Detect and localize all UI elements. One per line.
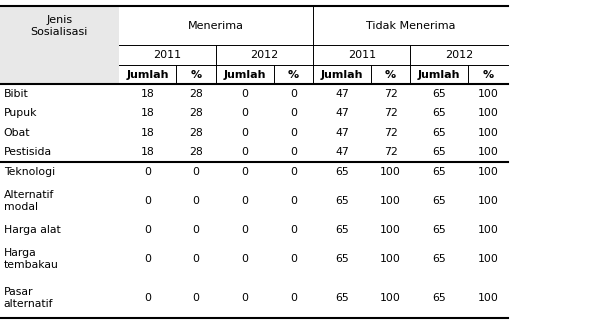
Text: Pupuk: Pupuk bbox=[4, 109, 37, 118]
Text: 100: 100 bbox=[380, 196, 401, 206]
Text: 0: 0 bbox=[241, 167, 248, 177]
Text: 0: 0 bbox=[290, 293, 297, 303]
Text: 28: 28 bbox=[189, 147, 203, 157]
Text: 47: 47 bbox=[335, 89, 349, 99]
Text: 65: 65 bbox=[432, 109, 446, 118]
Text: 0: 0 bbox=[290, 89, 297, 99]
Text: 100: 100 bbox=[477, 196, 499, 206]
Text: 65: 65 bbox=[432, 89, 446, 99]
Text: 0: 0 bbox=[193, 293, 199, 303]
Text: 0: 0 bbox=[144, 293, 151, 303]
Text: %: % bbox=[190, 70, 202, 79]
Text: 2012: 2012 bbox=[445, 50, 473, 60]
Text: Obat: Obat bbox=[4, 128, 30, 138]
Text: 100: 100 bbox=[380, 167, 401, 177]
Text: 100: 100 bbox=[477, 225, 499, 235]
Text: 2011: 2011 bbox=[153, 50, 181, 60]
Text: 0: 0 bbox=[144, 225, 151, 235]
Text: 28: 28 bbox=[189, 128, 203, 138]
Text: 47: 47 bbox=[335, 128, 349, 138]
Text: 100: 100 bbox=[477, 89, 499, 99]
Text: 0: 0 bbox=[290, 196, 297, 206]
Text: 65: 65 bbox=[335, 293, 349, 303]
Text: 72: 72 bbox=[384, 147, 398, 157]
Text: Jumlah: Jumlah bbox=[418, 70, 460, 79]
Text: Pasar
alternatif: Pasar alternatif bbox=[4, 287, 53, 309]
Text: 18: 18 bbox=[140, 147, 154, 157]
Text: 18: 18 bbox=[140, 109, 154, 118]
Text: Harga alat: Harga alat bbox=[4, 225, 60, 235]
Text: 100: 100 bbox=[380, 293, 401, 303]
Text: 0: 0 bbox=[290, 147, 297, 157]
Text: 100: 100 bbox=[477, 147, 499, 157]
Text: Jenis
Sosialisasi: Jenis Sosialisasi bbox=[30, 15, 88, 37]
Text: 0: 0 bbox=[241, 109, 248, 118]
Text: 0: 0 bbox=[290, 109, 297, 118]
Text: 72: 72 bbox=[384, 109, 398, 118]
Text: 100: 100 bbox=[477, 167, 499, 177]
Text: 0: 0 bbox=[193, 254, 199, 264]
Text: Tidak Menerima: Tidak Menerima bbox=[365, 21, 455, 31]
Text: %: % bbox=[288, 70, 299, 79]
Text: 0: 0 bbox=[193, 167, 199, 177]
Text: 65: 65 bbox=[432, 128, 446, 138]
Text: 0: 0 bbox=[290, 254, 297, 264]
Text: Jumlah: Jumlah bbox=[224, 70, 266, 79]
Text: 65: 65 bbox=[335, 167, 349, 177]
Text: Harga
tembakau: Harga tembakau bbox=[4, 249, 58, 270]
Bar bbox=[0, 6, 119, 84]
Text: 2012: 2012 bbox=[250, 50, 278, 60]
Text: 2011: 2011 bbox=[348, 50, 376, 60]
Text: Jumlah: Jumlah bbox=[126, 70, 168, 79]
Text: 65: 65 bbox=[432, 196, 446, 206]
Text: 28: 28 bbox=[189, 109, 203, 118]
Text: 65: 65 bbox=[432, 147, 446, 157]
Text: 0: 0 bbox=[241, 128, 248, 138]
Text: 0: 0 bbox=[241, 293, 248, 303]
Text: 0: 0 bbox=[241, 225, 248, 235]
Text: 0: 0 bbox=[144, 254, 151, 264]
Text: 0: 0 bbox=[144, 196, 151, 206]
Text: 0: 0 bbox=[241, 196, 248, 206]
Text: 47: 47 bbox=[335, 109, 349, 118]
Text: 28: 28 bbox=[189, 89, 203, 99]
Text: 0: 0 bbox=[241, 89, 248, 99]
Text: 0: 0 bbox=[193, 225, 199, 235]
Text: 65: 65 bbox=[335, 196, 349, 206]
Text: %: % bbox=[482, 70, 494, 79]
Text: 47: 47 bbox=[335, 147, 349, 157]
Text: 65: 65 bbox=[432, 167, 446, 177]
Text: Menerima: Menerima bbox=[188, 21, 244, 31]
Text: 0: 0 bbox=[241, 254, 248, 264]
Text: Jumlah: Jumlah bbox=[321, 70, 363, 79]
Text: 65: 65 bbox=[432, 293, 446, 303]
Text: %: % bbox=[385, 70, 396, 79]
Text: 0: 0 bbox=[290, 167, 297, 177]
Text: 100: 100 bbox=[380, 225, 401, 235]
Text: 72: 72 bbox=[384, 89, 398, 99]
Text: 65: 65 bbox=[335, 225, 349, 235]
Text: Alternatif
modal: Alternatif modal bbox=[4, 190, 54, 212]
Text: 0: 0 bbox=[290, 128, 297, 138]
Text: Teknologi: Teknologi bbox=[4, 167, 55, 177]
Text: Bibit: Bibit bbox=[4, 89, 29, 99]
Text: Pestisida: Pestisida bbox=[4, 147, 52, 157]
Text: 65: 65 bbox=[335, 254, 349, 264]
Text: 0: 0 bbox=[290, 225, 297, 235]
Text: 0: 0 bbox=[241, 147, 248, 157]
Text: 100: 100 bbox=[477, 109, 499, 118]
Text: 18: 18 bbox=[140, 128, 154, 138]
Text: 65: 65 bbox=[432, 225, 446, 235]
Text: 100: 100 bbox=[477, 128, 499, 138]
Text: 100: 100 bbox=[477, 254, 499, 264]
Text: 100: 100 bbox=[380, 254, 401, 264]
Text: 100: 100 bbox=[477, 293, 499, 303]
Text: 0: 0 bbox=[144, 167, 151, 177]
Text: 65: 65 bbox=[432, 254, 446, 264]
Text: 18: 18 bbox=[140, 89, 154, 99]
Text: 0: 0 bbox=[193, 196, 199, 206]
Text: 72: 72 bbox=[384, 128, 398, 138]
